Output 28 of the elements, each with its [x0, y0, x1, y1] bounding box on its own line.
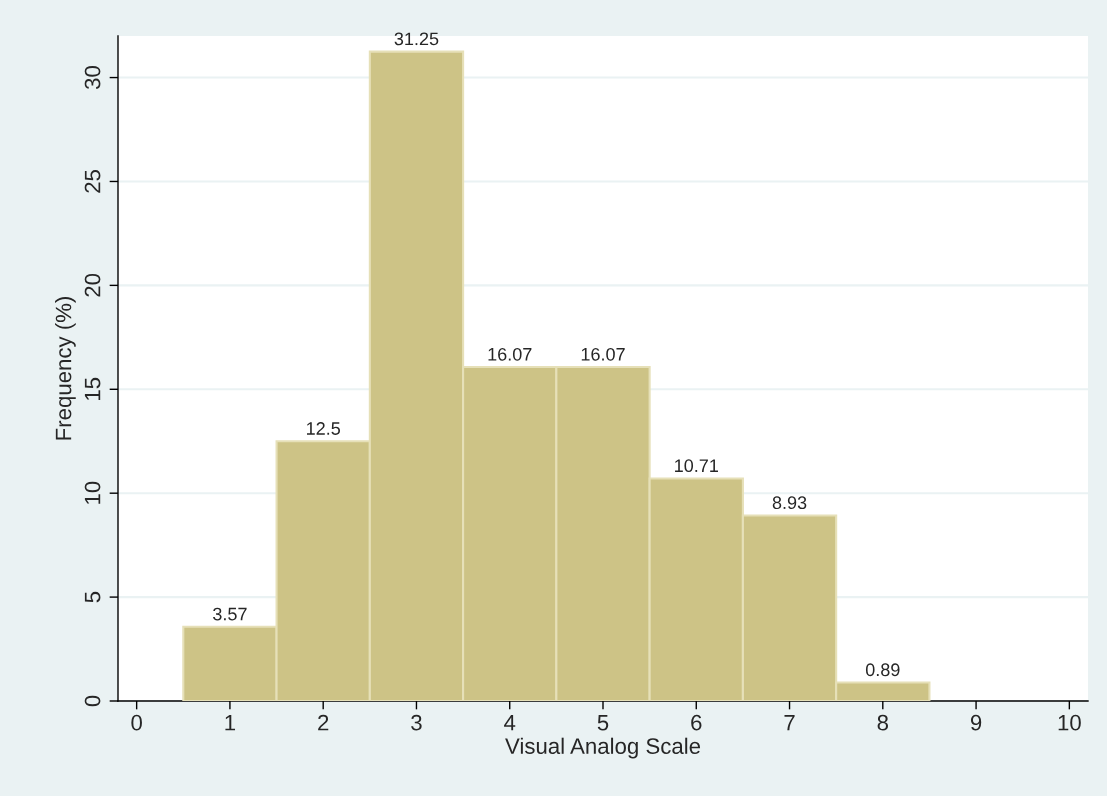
- data-label: 16.07: [488, 347, 532, 361]
- x-tick-label: 7: [784, 715, 795, 731]
- data-label: 31.25: [394, 32, 439, 46]
- x-tick-label: 1: [225, 715, 236, 731]
- data-label: 0.89: [865, 663, 900, 677]
- x-axis-title: Visual Analog Scale: [505, 737, 701, 759]
- y-tick-label: 10: [84, 481, 101, 504]
- x-tick-label: 6: [691, 714, 702, 731]
- y-tick-label: 30: [84, 66, 101, 90]
- x-tick-label: 5: [597, 715, 609, 731]
- x-tick-label: 10: [1058, 714, 1081, 731]
- y-tick-label: 20: [84, 273, 101, 297]
- x-tick-label: 4: [504, 715, 516, 731]
- x-tick-label: 0: [131, 714, 142, 731]
- y-axis-title: Frequency (%): [55, 297, 76, 440]
- data-label: 10.71: [675, 459, 718, 473]
- x-tick-label: 2: [318, 714, 329, 731]
- y-tick-label: 15: [84, 377, 101, 400]
- y-tick-label: 25: [84, 170, 101, 193]
- data-label: 3.57: [213, 607, 247, 621]
- data-label: 12.5: [307, 422, 341, 435]
- x-tick-label: 3: [411, 714, 422, 731]
- x-tick-label: 8: [877, 714, 889, 731]
- data-label: 8.93: [772, 496, 807, 510]
- y-tick-label: 0: [84, 695, 101, 707]
- x-tick-label: 9: [970, 714, 982, 731]
- data-label: 16.07: [581, 347, 625, 361]
- y-tick-label: 5: [84, 591, 101, 603]
